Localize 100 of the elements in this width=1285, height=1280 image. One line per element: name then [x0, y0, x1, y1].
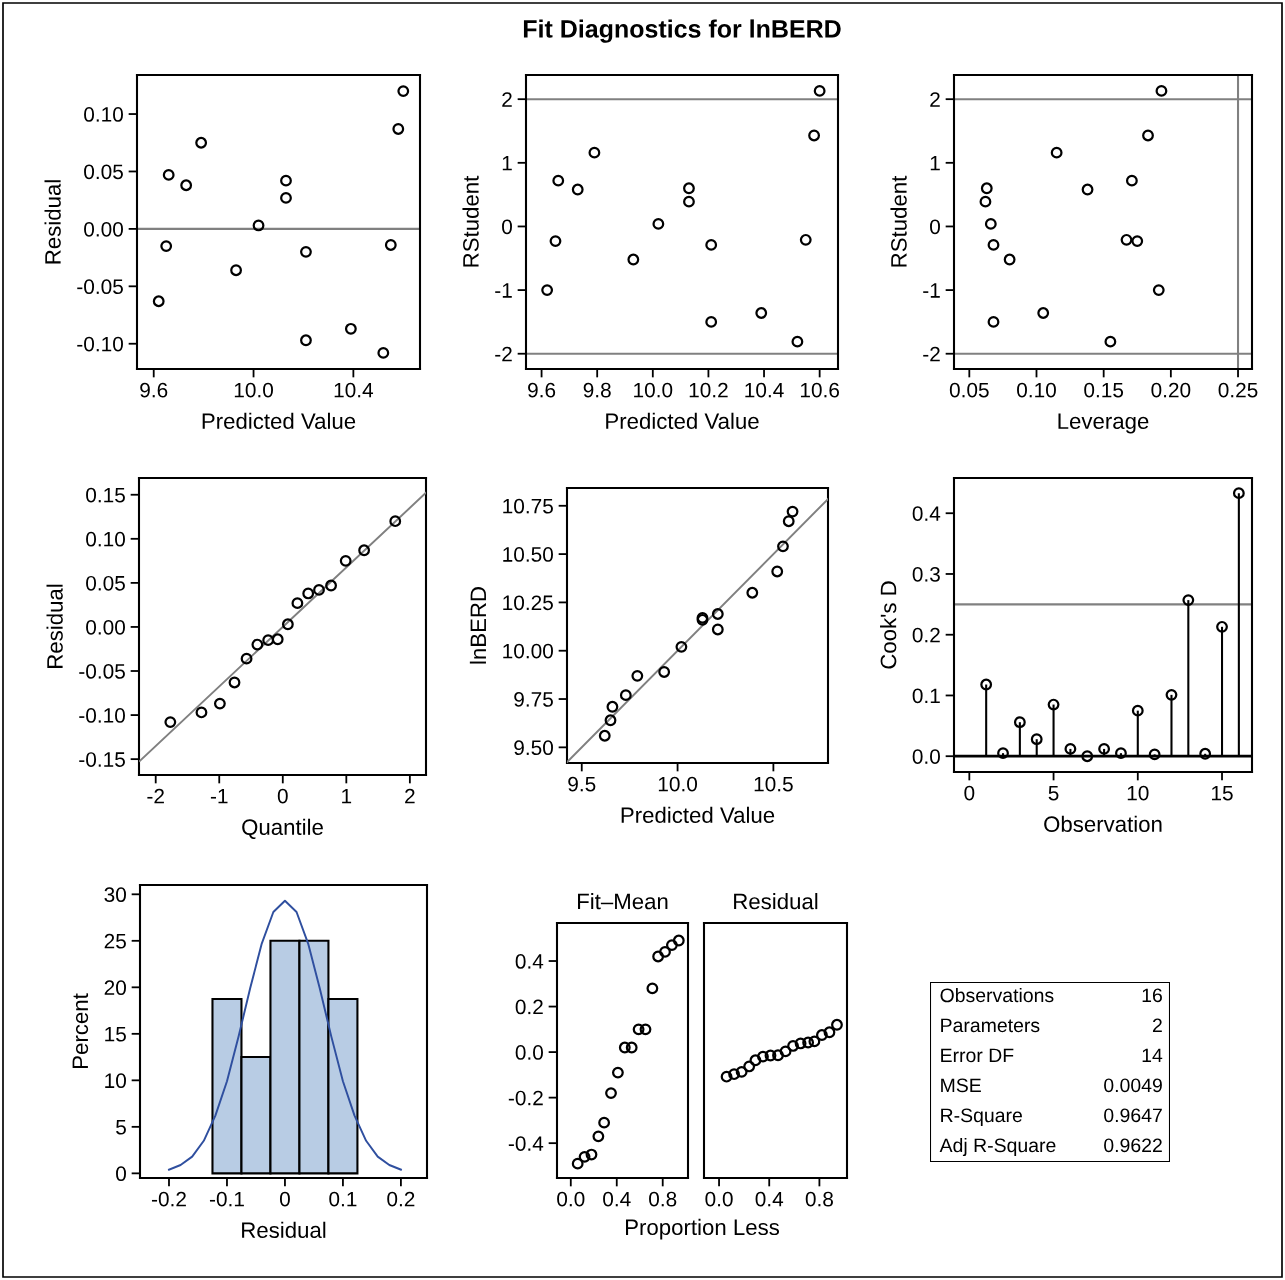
x-tick-label: 10.2: [689, 382, 728, 398]
y-tick-label: 5: [116, 1120, 126, 1135]
category-label: MSE: [941, 1078, 981, 1093]
x-tick-label: 10.6: [800, 382, 840, 398]
y-tick-label: -0.10: [79, 708, 125, 723]
y-tick-label: 30: [104, 887, 126, 903]
x-tick-label: 10.4: [334, 382, 374, 398]
x-tick-label: 0.4: [755, 1191, 784, 1207]
y-tick-label: 2: [502, 92, 512, 107]
x-tick-label: 0.20: [1151, 382, 1191, 398]
y-tick-label: -1: [495, 283, 512, 298]
y-tick-label: -0.2: [508, 1090, 543, 1106]
y-tick-label: -0.15: [79, 752, 125, 767]
x-tick-label: 10.4: [745, 382, 784, 398]
x-tick-label: 0.8: [805, 1191, 833, 1207]
category-label: Parameters: [941, 1018, 1040, 1033]
y-tick-label: 0.00: [84, 221, 123, 237]
x-tick-label: 0.15: [1084, 382, 1124, 398]
x-tick-label: 0.0: [557, 1191, 585, 1207]
data-label: 14: [1142, 1048, 1163, 1063]
x-tick-label: 0: [964, 785, 975, 801]
x-axis-title: Predicted Value: [606, 412, 759, 430]
x-tick-label: 0.25: [1218, 382, 1258, 398]
y-tick-label: -1: [923, 283, 940, 298]
category-label: Error DF: [941, 1048, 1014, 1063]
data-label: 2: [1152, 1018, 1162, 1033]
y-tick-label: -0.05: [79, 664, 125, 679]
y-axis-title: RStudent: [462, 175, 479, 267]
y-tick-label: 0.4: [515, 954, 544, 969]
x-tick-label: 0: [279, 1191, 290, 1207]
y-tick-label: 0.00: [86, 619, 125, 635]
x-tick-label: 0.05: [949, 382, 989, 398]
x-tick-label: 10.5: [754, 776, 793, 792]
y-tick-label: 0.05: [86, 575, 125, 591]
chart-title: Residual: [734, 893, 818, 910]
y-axis-title: Residual: [44, 180, 61, 264]
data-label: 0.9647: [1104, 1108, 1162, 1123]
y-tick-label: 9.75: [514, 692, 553, 707]
x-tick-label: 0.2: [387, 1191, 415, 1207]
x-tick-label: 5: [1048, 785, 1059, 801]
x-tick-label: 9.8: [583, 382, 611, 398]
x-tick-label: 9.6: [140, 382, 168, 398]
y-tick-label: 15: [105, 1027, 126, 1042]
x-axis-title: Predicted Value: [621, 806, 775, 824]
data-label: 0.0049: [1104, 1078, 1162, 1093]
y-tick-label: 0.15: [86, 487, 125, 503]
y-tick-label: 10: [105, 1073, 126, 1089]
y-tick-label: 10.75: [503, 498, 553, 514]
y-tick-label: -0.10: [77, 336, 123, 352]
y-tick-label: 0.10: [86, 531, 125, 547]
y-tick-label: 0.4: [912, 506, 941, 521]
x-tick-label: -1: [210, 788, 228, 804]
y-axis-title: lnBERD: [469, 587, 486, 664]
y-tick-label: -2: [495, 346, 512, 362]
category-label: Adj R-Square: [939, 1137, 1056, 1157]
y-tick-label: 0: [930, 219, 940, 235]
x-tick-label: 10: [1127, 785, 1149, 801]
x-axis-title: Predicted Value: [202, 412, 356, 430]
x-axis-title: Leverage: [1058, 413, 1149, 434]
x-axis-title: Quantile: [242, 818, 323, 840]
y-tick-label: 10.25: [503, 595, 553, 611]
x-tick-label: 9.5: [568, 776, 596, 792]
category-label: Observations: [940, 987, 1054, 1003]
y-tick-label: 0.3: [912, 566, 940, 582]
y-tick-label: 2: [930, 92, 940, 107]
y-tick-label: -2: [923, 346, 940, 362]
y-tick-label: 0.2: [912, 627, 940, 643]
y-tick-label: 0: [502, 219, 512, 235]
y-tick-label: 25: [104, 933, 126, 949]
y-tick-label: 1: [930, 156, 940, 171]
category-label: R-Square: [941, 1108, 1022, 1127]
y-tick-label: 0.1: [912, 688, 940, 704]
x-tick-label: 9.6: [528, 382, 556, 398]
x-tick-label: 1: [342, 788, 352, 804]
x-axis-title: Observation: [1044, 815, 1162, 833]
x-tick-label: -2: [147, 788, 164, 804]
x-tick-label: 0.0: [705, 1191, 733, 1207]
x-axis-title: Proportion Less: [626, 1218, 780, 1240]
x-tick-label: 0.8: [649, 1191, 677, 1207]
y-tick-label: -0.05: [77, 279, 123, 295]
data-label: 16: [1142, 988, 1162, 1003]
data-label: 0.9622: [1104, 1138, 1162, 1153]
chart-title: Fit Diagnostics for lnBERD: [523, 19, 841, 43]
x-tick-label: 10.0: [634, 382, 673, 398]
y-tick-label: 0.0: [515, 1045, 543, 1060]
x-tick-label: -0.2: [151, 1191, 186, 1207]
y-axis-title: Residual: [46, 584, 63, 668]
x-tick-label: 10.0: [234, 382, 273, 398]
x-tick-label: 0: [277, 788, 288, 804]
y-tick-label: 0.05: [84, 164, 123, 180]
y-tick-label: 10.50: [503, 547, 553, 562]
y-tick-label: 1: [502, 156, 512, 171]
y-tick-label: 0: [116, 1166, 126, 1182]
y-axis-title: RStudent: [890, 175, 907, 267]
x-tick-label: 0.4: [603, 1191, 631, 1207]
x-tick-label: 2: [405, 788, 415, 804]
x-tick-label: 15: [1212, 785, 1233, 801]
y-tick-label: -0.4: [508, 1136, 544, 1151]
y-tick-label: 0.2: [515, 999, 543, 1015]
y-axis-title: Cook's D: [880, 581, 897, 669]
